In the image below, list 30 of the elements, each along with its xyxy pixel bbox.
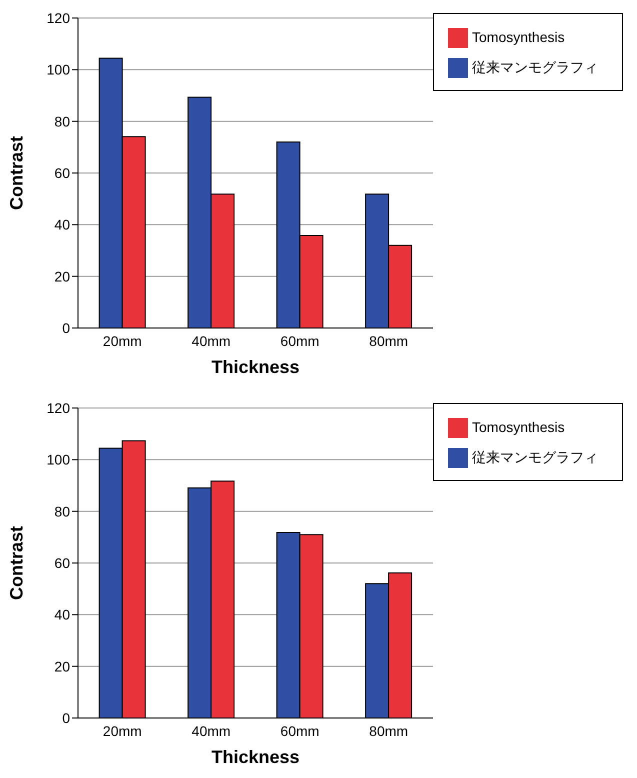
- y-tick-label: 120: [46, 10, 70, 26]
- y-tick-label: 0: [62, 320, 70, 336]
- x-tick-label: 60mm: [280, 332, 320, 349]
- x-tick-label: 40mm: [192, 332, 231, 349]
- x-tick-label: 60mm: [280, 722, 320, 739]
- legend-label: Tomosynthesis: [472, 29, 565, 45]
- y-tick-label: 80: [54, 503, 70, 520]
- legend-label: 従来マンモグラフィ: [472, 449, 598, 465]
- legend-label: 従来マンモグラフィ: [472, 59, 598, 75]
- x-tick-label: 80mm: [369, 332, 408, 349]
- y-tick-label: 0: [62, 710, 70, 726]
- x-axis-title: Thickness: [211, 356, 300, 377]
- y-tick-label: 20: [54, 658, 70, 674]
- y-tick-label: 40: [54, 216, 70, 233]
- y-tick-label: 60: [54, 164, 70, 181]
- x-tick-label: 20mm: [102, 722, 142, 739]
- y-tick-label: 120: [46, 400, 70, 416]
- x-tick-label: 40mm: [192, 722, 231, 739]
- x-axis-title: Thickness: [211, 746, 300, 767]
- y-tick-label: 40: [54, 606, 70, 623]
- legend-label: Tomosynthesis: [472, 419, 565, 435]
- y-axis-title: Contrast: [6, 136, 26, 210]
- y-axis-title: Contrast: [6, 526, 26, 600]
- y-tick-label: 20: [54, 268, 70, 284]
- y-tick-label: 100: [46, 452, 70, 468]
- y-tick-label: 80: [54, 113, 70, 130]
- x-tick-label: 20mm: [102, 332, 142, 349]
- x-tick-label: 80mm: [369, 722, 408, 739]
- y-tick-label: 100: [46, 62, 70, 78]
- y-tick-label: 60: [54, 554, 70, 571]
